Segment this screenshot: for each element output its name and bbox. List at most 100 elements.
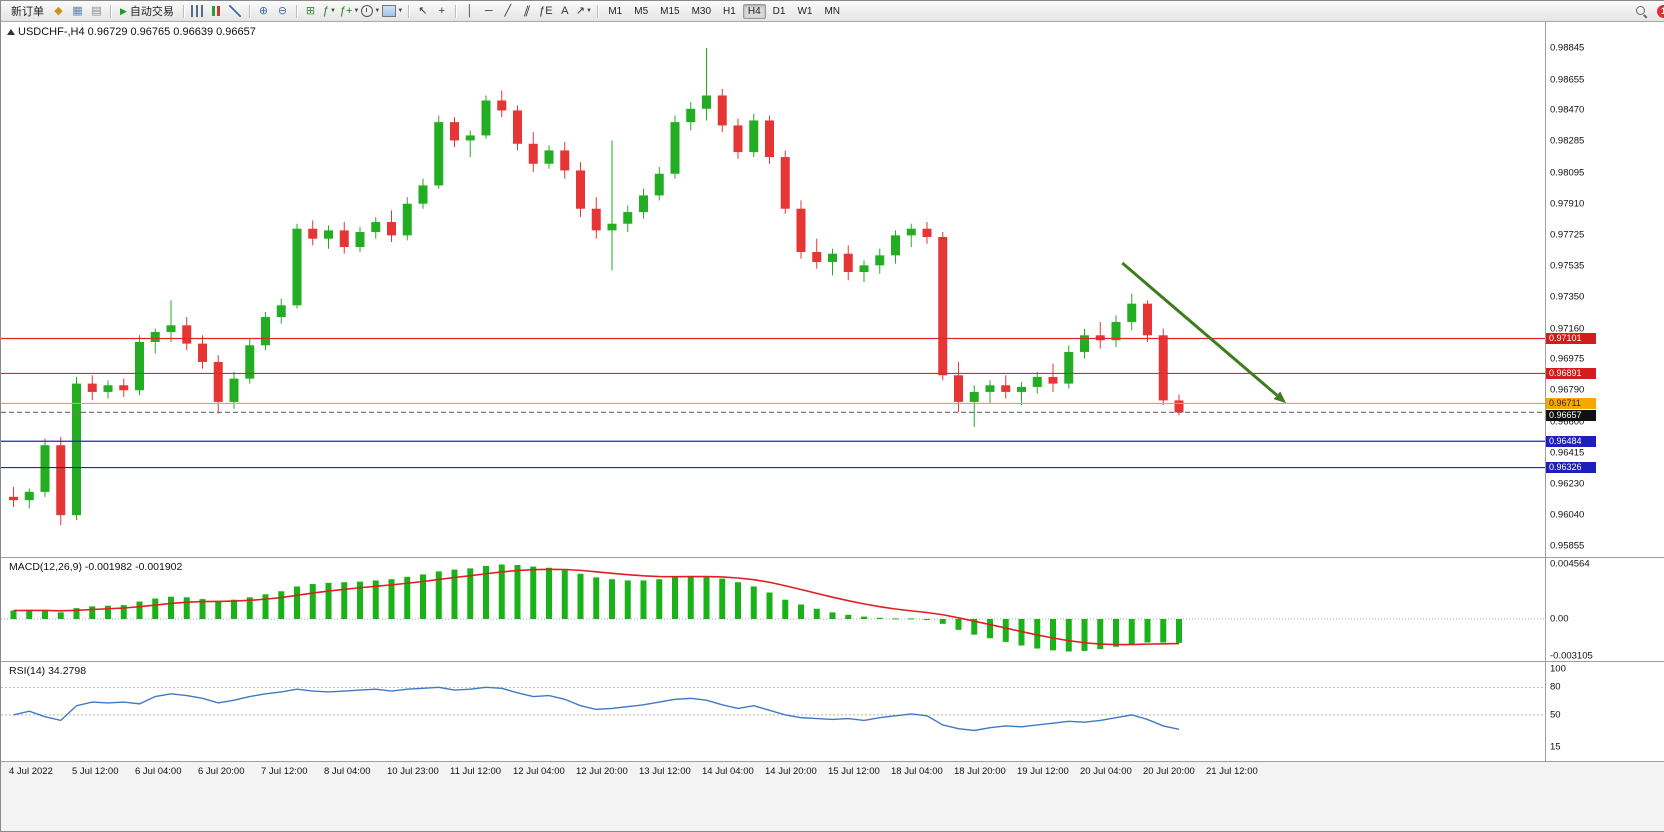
profiles-icon[interactable]: ▤	[91, 4, 102, 17]
expand-triangle[interactable]	[7, 29, 15, 35]
macd-bar	[435, 571, 442, 619]
macd-bar	[798, 604, 804, 619]
candle	[450, 117, 459, 148]
candle	[119, 378, 129, 397]
trendline-icon[interactable]: ╱	[504, 4, 512, 17]
horizontal-line-icon[interactable]: ─	[484, 4, 493, 17]
macd-bar	[624, 580, 631, 619]
macd-bar	[1034, 619, 1041, 649]
timeframe-m30[interactable]: M30	[687, 4, 716, 19]
candlestick-chart-icon[interactable]	[208, 3, 225, 19]
chart-title: USDCHF-,H4 0.96729 0.96765 0.96639 0.966…	[18, 26, 256, 38]
timeframe-m15[interactable]: M15	[655, 4, 684, 19]
candle	[481, 95, 491, 139]
candle-body	[1017, 386, 1026, 392]
main-toolbar: 新订单 ◆ ▦ ▤ ▶ 自动交易 ⊕ ⊖ ⊞ ƒ ▼ ƒ+ ▼ ▼ ▼ ↖ + │ ─ ╱ ∥ ƒE A ↗ ▼ M1 M…	[1, 1, 1664, 22]
timeframe-m1[interactable]: M1	[603, 4, 627, 19]
candle-body	[9, 496, 18, 501]
timeframe-h4[interactable]: H4	[742, 3, 766, 19]
zoom-in-icon[interactable]: ⊕	[258, 4, 269, 17]
macd-bar	[136, 601, 143, 619]
candle	[166, 300, 176, 342]
candle-body	[24, 491, 34, 501]
macd-bar	[294, 586, 300, 619]
symbols-icon[interactable]: ◆	[54, 4, 63, 17]
macd-bar	[278, 591, 285, 619]
equidistant-channel-icon[interactable]: ∥	[522, 4, 532, 17]
candle-body	[843, 253, 853, 273]
fibonacci-icon[interactable]: ƒE	[539, 4, 553, 17]
candle-body	[324, 230, 333, 239]
bar-chart-icon[interactable]	[189, 3, 206, 19]
candle-body	[1095, 335, 1105, 341]
macd-bar	[1065, 619, 1072, 652]
candle	[261, 311, 270, 351]
candle-body	[717, 95, 727, 126]
candle-body	[229, 378, 239, 402]
autotrade-button[interactable]: ▶ 自动交易	[115, 2, 179, 20]
candle-body	[812, 252, 822, 263]
add-indicator-icon[interactable]: ƒ+ ▼	[339, 4, 360, 17]
macd-bar	[955, 619, 962, 630]
macd-bar	[451, 569, 458, 619]
candle-body	[166, 325, 176, 332]
macd-bar	[467, 568, 474, 619]
candle	[686, 102, 696, 131]
zoom-out-icon[interactable]: ⊖	[277, 4, 288, 17]
macd-bar	[231, 599, 237, 619]
time-axis-strip[interactable]	[1, 762, 1664, 831]
candle	[103, 380, 113, 399]
trend-arrow-head[interactable]	[1273, 391, 1287, 404]
timeframe-mn[interactable]: MN	[819, 4, 845, 19]
line-chart-icon[interactable]	[227, 3, 244, 19]
candle	[1127, 293, 1137, 331]
macd-bar	[262, 594, 269, 619]
candle	[891, 230, 900, 264]
text-icon[interactable]: A	[561, 4, 569, 17]
notification-badge[interactable]: 1	[1657, 4, 1664, 18]
candle	[1143, 300, 1152, 342]
macd-bar	[845, 614, 852, 619]
tile-windows-icon[interactable]: ⊞	[305, 4, 316, 17]
cursor-icon[interactable]: ↖	[418, 4, 428, 17]
chart-window-icon[interactable]: ▦	[72, 4, 83, 17]
timeframe-m5[interactable]: M5	[629, 4, 653, 19]
candle-body	[72, 383, 81, 516]
candle	[24, 488, 34, 509]
candle-body	[261, 316, 270, 346]
timeframe-h1[interactable]: H1	[718, 4, 741, 19]
candle	[56, 436, 66, 526]
arrows-icon[interactable]: ↗ ▼	[575, 4, 592, 17]
candle-body	[1111, 321, 1121, 341]
candle	[418, 178, 428, 209]
macd-bar	[750, 586, 757, 619]
search-icon[interactable]	[1633, 3, 1650, 19]
toolbar-separator	[248, 4, 250, 18]
candle	[607, 140, 617, 271]
rsi-line	[13, 686, 1180, 732]
timeframe-d1[interactable]: D1	[768, 4, 791, 19]
macd-bar	[1050, 619, 1056, 651]
vertical-line-icon[interactable]: │	[466, 4, 474, 17]
autotrade-play-icon: ▶	[120, 5, 127, 16]
timeframe-w1[interactable]: W1	[792, 4, 817, 19]
trend-arrow-line[interactable]	[1121, 261, 1278, 397]
candle-body	[450, 122, 459, 141]
indicators-icon[interactable]: ƒ ▼	[322, 4, 336, 17]
crosshair-icon[interactable]: +	[438, 4, 446, 17]
templates-icon[interactable]: ▼	[382, 3, 403, 19]
candle-body	[87, 383, 97, 392]
macd-bar	[57, 612, 64, 619]
toolbar-separator	[295, 4, 297, 18]
candle-body	[119, 385, 129, 391]
candle	[434, 115, 444, 189]
candle	[528, 132, 538, 173]
macd-bar	[593, 577, 600, 619]
periods-icon[interactable]: ▼	[361, 3, 380, 19]
candle-body	[796, 208, 806, 253]
new-order-button[interactable]: 新订单	[6, 2, 49, 20]
candle-body	[654, 173, 664, 196]
candle	[702, 48, 711, 121]
candle-body	[150, 331, 160, 342]
